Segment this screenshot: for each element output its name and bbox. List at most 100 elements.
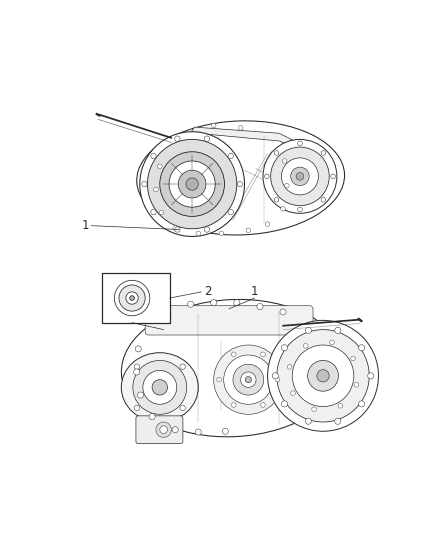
Circle shape <box>114 280 150 316</box>
Circle shape <box>257 303 263 310</box>
Bar <box>102 273 170 322</box>
Circle shape <box>196 231 201 236</box>
Circle shape <box>274 151 279 155</box>
Circle shape <box>305 418 311 424</box>
Circle shape <box>180 364 185 369</box>
Circle shape <box>214 345 283 414</box>
Circle shape <box>173 225 177 230</box>
Circle shape <box>351 356 355 361</box>
Circle shape <box>219 231 224 236</box>
Circle shape <box>312 407 316 411</box>
Circle shape <box>287 365 292 369</box>
Circle shape <box>228 209 233 215</box>
Circle shape <box>277 329 369 422</box>
Circle shape <box>151 209 156 215</box>
Circle shape <box>271 147 329 206</box>
Circle shape <box>143 370 177 405</box>
Circle shape <box>159 210 164 215</box>
Circle shape <box>282 159 287 163</box>
Circle shape <box>119 285 145 311</box>
Circle shape <box>298 207 302 212</box>
Circle shape <box>180 406 185 411</box>
Circle shape <box>296 173 304 180</box>
Circle shape <box>335 418 341 424</box>
Circle shape <box>305 327 311 334</box>
Circle shape <box>187 301 194 308</box>
Circle shape <box>321 151 326 155</box>
Circle shape <box>304 343 308 348</box>
Circle shape <box>164 306 170 312</box>
Circle shape <box>280 309 286 315</box>
Circle shape <box>330 340 334 345</box>
Circle shape <box>217 377 221 382</box>
Circle shape <box>359 401 365 407</box>
Circle shape <box>245 377 251 383</box>
Circle shape <box>140 132 244 237</box>
Circle shape <box>281 206 285 211</box>
Circle shape <box>292 345 354 407</box>
Circle shape <box>338 403 343 408</box>
Circle shape <box>261 352 265 357</box>
Circle shape <box>285 183 289 188</box>
Text: 1: 1 <box>81 219 89 232</box>
Polygon shape <box>184 127 294 147</box>
Circle shape <box>317 370 329 382</box>
Circle shape <box>172 426 178 433</box>
Circle shape <box>272 373 279 379</box>
Circle shape <box>246 228 251 232</box>
Circle shape <box>169 161 215 207</box>
Circle shape <box>138 392 144 398</box>
Circle shape <box>156 422 171 438</box>
Circle shape <box>281 401 287 407</box>
FancyBboxPatch shape <box>145 306 313 335</box>
Text: 1: 1 <box>251 285 258 298</box>
Circle shape <box>263 140 337 213</box>
Circle shape <box>130 296 134 301</box>
Circle shape <box>222 428 228 434</box>
Circle shape <box>134 364 140 369</box>
Circle shape <box>367 373 374 379</box>
Circle shape <box>135 346 141 352</box>
Circle shape <box>224 355 273 405</box>
Ellipse shape <box>137 121 345 235</box>
Circle shape <box>204 227 209 232</box>
Circle shape <box>178 170 206 198</box>
Circle shape <box>154 187 158 192</box>
Circle shape <box>148 140 237 229</box>
Circle shape <box>158 164 162 168</box>
Circle shape <box>149 414 155 419</box>
Circle shape <box>265 174 269 179</box>
Circle shape <box>234 300 240 306</box>
Circle shape <box>238 126 243 130</box>
Circle shape <box>133 360 187 414</box>
Circle shape <box>307 360 339 391</box>
Circle shape <box>240 372 256 387</box>
Circle shape <box>359 345 365 351</box>
Circle shape <box>228 154 233 159</box>
Ellipse shape <box>121 353 198 422</box>
Circle shape <box>160 426 167 433</box>
Circle shape <box>237 181 243 187</box>
FancyBboxPatch shape <box>136 416 183 443</box>
Circle shape <box>298 141 302 146</box>
Circle shape <box>204 136 209 141</box>
Circle shape <box>335 327 341 334</box>
Circle shape <box>321 198 326 202</box>
Circle shape <box>134 369 140 375</box>
Circle shape <box>195 429 201 435</box>
Circle shape <box>233 364 264 395</box>
Circle shape <box>354 383 359 387</box>
Circle shape <box>126 292 138 304</box>
Circle shape <box>175 227 180 232</box>
Circle shape <box>291 391 295 395</box>
Circle shape <box>231 352 236 357</box>
Text: 2: 2 <box>204 285 211 298</box>
Circle shape <box>274 198 279 202</box>
Circle shape <box>151 154 156 159</box>
Circle shape <box>281 345 287 351</box>
Circle shape <box>261 403 265 407</box>
Circle shape <box>231 403 236 407</box>
Circle shape <box>276 377 280 382</box>
Circle shape <box>268 320 378 431</box>
Circle shape <box>331 174 336 179</box>
